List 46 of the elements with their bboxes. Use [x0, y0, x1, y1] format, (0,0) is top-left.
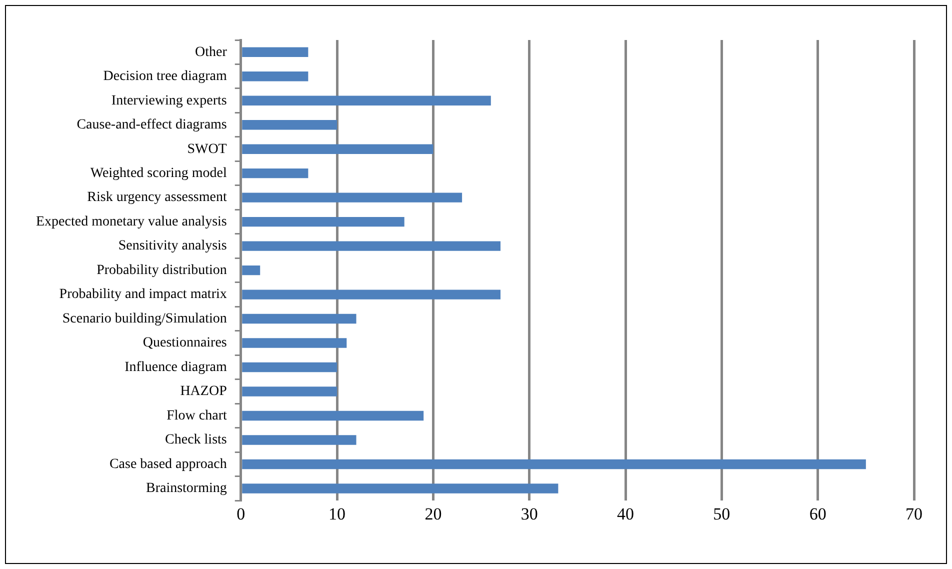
bar [242, 192, 462, 202]
y-tick-label: Risk urgency assessment [87, 190, 227, 206]
x-tick-label: 60 [809, 504, 826, 524]
y-tick-label: Scenario building/Simulation [62, 311, 227, 326]
bar [242, 47, 308, 57]
y-tick-label: Cause-and-effect diagrams [76, 118, 227, 133]
y-tick-label: Check lists [165, 432, 227, 448]
bar [242, 338, 347, 348]
y-tick-label: Case based approach [109, 456, 227, 472]
bar [242, 362, 338, 372]
bar [242, 290, 501, 300]
x-tick-label: 40 [617, 504, 634, 524]
bar [242, 459, 866, 470]
bar [242, 265, 260, 276]
y-tick-label: Probability and impact matrix [59, 287, 227, 302]
x-tick-label: 30 [520, 504, 538, 524]
x-tick-label: 0 [236, 504, 246, 524]
bar [242, 435, 356, 445]
bar [242, 120, 338, 130]
x-tick-label: 70 [906, 504, 922, 524]
y-tick-label: Interviewing experts [111, 93, 227, 108]
y-tick-label: Influence diagram [124, 360, 227, 375]
y-tick-label: Expected monetary value analysis [36, 214, 227, 230]
y-tick-label: Questionnaires [142, 336, 227, 351]
y-tick-label: Probability distribution [96, 262, 227, 278]
bar [242, 144, 434, 154]
bar [242, 96, 491, 106]
bar [242, 72, 308, 82]
bar [242, 168, 308, 178]
y-tick-label: SWOT [187, 142, 228, 157]
y-tick-label: Sensitivity analysis [118, 238, 227, 254]
bar [242, 410, 424, 421]
bar [242, 241, 501, 251]
y-tick-label: Brainstorming [146, 481, 227, 496]
y-tick-label: Weighted scoring model [90, 166, 227, 182]
x-tick-label: 10 [328, 504, 346, 524]
bar [242, 386, 338, 396]
x-tick-label: 20 [424, 504, 442, 524]
y-tick-label: Flow chart [166, 408, 227, 424]
y-tick-label: HAZOP [180, 384, 228, 400]
bar [242, 314, 356, 324]
x-tick-label: 50 [713, 504, 730, 524]
y-tick-label: Decision tree diagram [103, 69, 227, 84]
bar [242, 216, 404, 227]
y-tick-label: Other [194, 44, 228, 60]
bar [242, 484, 558, 494]
